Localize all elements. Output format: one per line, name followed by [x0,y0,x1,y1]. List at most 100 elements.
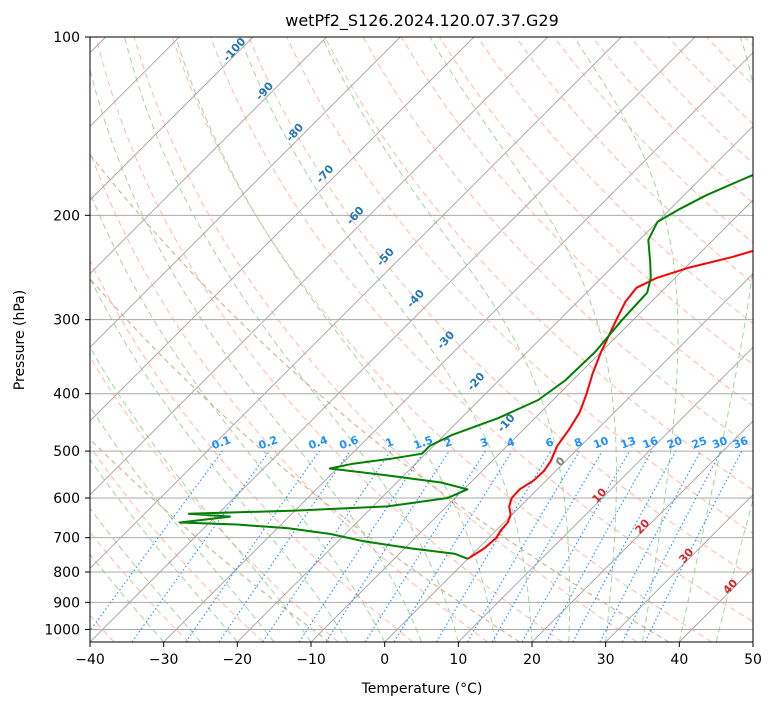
x-tick-label: −30 [149,652,179,668]
isotherm-line [163,51,753,642]
isotherm-line [90,37,549,496]
x-tick-label: −10 [296,652,326,668]
x-tick-label: 50 [744,652,762,668]
x-axis-label: Temperature (°C) [361,681,483,697]
series-layer [179,173,753,560]
isotherm-line [90,37,254,201]
dry-adiabat-line [515,37,753,284]
mixing-ratio-line [572,450,677,642]
isotherm-line [90,37,475,422]
isotherm-line [90,37,401,349]
moist-adiabat-line [239,37,533,642]
isotherm-line [531,420,753,642]
mixing-ratio-line [644,450,743,642]
theta-e-line [90,153,670,642]
dry-adiabat-label: -80 [283,121,306,145]
dry-adiabat-line [90,259,414,642]
mixing-ratio-line [325,450,450,642]
dry-adiabat-label: -40 [404,287,427,311]
dry-adiabat-label: -70 [314,162,337,186]
mixing-ratio-label: 1.5 [412,433,435,452]
theta-e-line [90,277,521,642]
mixing-ratio-label: 0.1 [210,433,233,452]
mixing-ratio-line [218,450,351,642]
moist-adiabat-line [90,190,386,642]
isotherm-line [384,272,753,642]
isotherm-line [90,37,696,642]
background-lines [90,37,753,642]
mixing-ratio-label: 20 [665,434,684,452]
dry-adiabat-line [744,37,753,47]
isotherm-line [457,346,753,642]
dry-adiabat-line [95,37,563,642]
moist-adiabat-line [573,37,679,642]
dry-adiabat-label: -10 [495,411,518,435]
reference-labels: -100-90-80-70-60-50-40-30-20-100.1 0.2 0.4… [210,35,750,597]
dewpoint-profile-line [179,173,753,560]
temperature-profile-line [467,249,753,560]
y-axis: 100 200 300 400 500 600 700 800 900 1000 [44,30,90,638]
dry-adiabat-line [553,37,753,244]
moist-adiabat-line [678,37,753,642]
dry-adiabat-label: -90 [253,79,276,103]
y-tick-label: 500 [53,444,80,460]
moist-adiabat-line [124,37,459,642]
mixing-ratio-line [131,450,270,642]
dry-adiabat-label: -60 [344,204,367,228]
mixing-ratio-label: 1 [384,435,396,450]
mixing-ratio-line [262,450,392,642]
x-tick-label: 0 [380,652,389,668]
chart-title: wetPf2_S126.2024.120.07.37.G29 [285,11,559,31]
dry-adiabat-line [171,37,712,642]
mixing-ratio-line [393,450,513,642]
isotherm-line [90,37,622,570]
mixing-ratio-label: 16 [641,434,660,452]
mixing-ratio-label: 3 [478,435,490,450]
moist-adiabat-line [90,67,422,642]
mixing-ratio-label: 0.6 [338,433,361,452]
moist-adiabat-label: 20 [632,516,652,536]
y-tick-label: 600 [53,491,80,507]
dry-adiabat-line [286,37,753,534]
mixing-ratio-line [185,450,320,642]
moist-adiabat-line [715,498,753,642]
dry-adiabat-line [90,445,264,642]
y-tick-label: 300 [53,313,80,329]
moist-adiabat-label: 30 [676,545,696,565]
dry-adiabat-line [90,531,190,642]
moist-adiabat-line [321,37,571,642]
mixing-ratio-label: 13 [619,434,638,451]
mixing-ratio-line [467,450,580,642]
x-tick-label: 10 [449,652,467,668]
mixing-ratio-label: 0.2 [257,433,280,452]
mixing-ratio-label: 2 [442,435,454,450]
dry-adiabat-line [706,37,753,86]
x-axis: −40 −30 −20 −10 0 10 20 30 40 50 [75,642,762,668]
isotherm-line [752,641,753,642]
mixing-ratio-label: 0.4 [307,433,330,452]
y-tick-label: 800 [53,565,80,581]
y-tick-label: 100 [53,30,80,46]
moist-adiabat-line [90,346,312,642]
moist-adiabat-label: 0 [553,454,568,469]
isotherm-line [678,567,753,642]
x-tick-label: −20 [223,652,253,668]
moist-adiabat-line [175,37,496,642]
mixing-ratio-label: 25 [690,434,709,451]
mixing-ratio-line [545,450,653,642]
x-tick-label: 20 [523,652,541,668]
y-tick-label: 400 [53,387,80,403]
y-tick-label: 200 [53,208,80,224]
moist-adiabat-line [90,507,201,642]
mixing-ratio-line [90,450,223,632]
isotherm-line [236,125,753,642]
mixing-ratio-label: 4 [505,435,517,450]
mixing-ratio-label: 36 [731,434,750,452]
mixing-ratio-label: 10 [592,434,611,452]
mixing-ratio-line [521,450,630,642]
y-tick-label: 700 [53,531,80,547]
moist-adiabat-line [90,553,165,642]
mixing-ratio-label: 6 [544,435,556,450]
isotherm-line [605,493,753,642]
